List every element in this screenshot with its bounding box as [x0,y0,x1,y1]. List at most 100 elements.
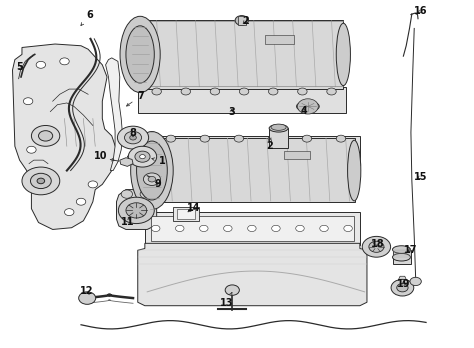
Circle shape [175,225,184,231]
Ellipse shape [120,16,160,93]
Polygon shape [120,158,133,166]
Polygon shape [12,44,117,229]
Text: 6: 6 [81,9,93,25]
Text: 7: 7 [127,91,144,106]
Circle shape [320,225,328,231]
Circle shape [140,155,146,159]
Circle shape [121,190,133,198]
Bar [269,128,288,148]
Ellipse shape [347,140,361,201]
Circle shape [344,225,352,231]
Circle shape [27,146,36,153]
Ellipse shape [336,23,350,86]
Text: 2: 2 [242,16,249,26]
Circle shape [181,88,191,95]
Ellipse shape [131,132,173,209]
Circle shape [79,292,96,304]
Bar [265,35,294,44]
Circle shape [235,16,248,25]
Ellipse shape [269,125,288,132]
Circle shape [200,135,210,142]
Bar [147,137,355,202]
Ellipse shape [392,253,410,261]
Circle shape [397,284,408,292]
Text: 16: 16 [414,6,427,16]
Bar [145,212,360,245]
Circle shape [302,135,312,142]
Circle shape [410,277,421,286]
Circle shape [298,99,318,114]
Circle shape [296,225,304,231]
Circle shape [64,209,74,216]
Ellipse shape [297,101,319,112]
Circle shape [336,135,346,142]
Text: 12: 12 [80,286,93,296]
Circle shape [148,176,156,182]
Circle shape [200,225,208,231]
Circle shape [369,241,384,252]
Ellipse shape [137,141,167,200]
Circle shape [272,225,280,231]
Bar [140,20,343,89]
Text: 5: 5 [16,62,23,72]
Circle shape [130,135,137,140]
Bar [176,209,195,219]
Circle shape [268,135,278,142]
Text: 4: 4 [301,106,308,116]
Text: 9: 9 [154,179,161,189]
Circle shape [30,173,51,189]
Circle shape [239,88,249,95]
Polygon shape [106,58,123,171]
Bar [393,250,411,264]
Circle shape [140,190,152,198]
Circle shape [118,197,155,223]
Text: 3: 3 [228,107,235,117]
Text: 14: 14 [187,203,201,213]
Text: 8: 8 [129,128,137,138]
Text: 17: 17 [404,245,418,254]
Circle shape [362,236,391,257]
Bar [173,207,199,221]
Circle shape [88,181,98,188]
Bar [284,151,310,159]
Circle shape [144,173,160,185]
Polygon shape [398,276,407,283]
Circle shape [118,126,149,149]
Text: 10: 10 [94,151,114,161]
Text: 2: 2 [266,138,273,151]
Circle shape [247,225,256,231]
Text: 18: 18 [371,239,384,250]
Text: 19: 19 [397,279,410,289]
Circle shape [135,151,150,162]
Circle shape [126,203,147,218]
Bar [138,87,346,113]
Circle shape [125,131,142,144]
Circle shape [36,61,46,68]
Ellipse shape [392,246,410,253]
Circle shape [38,130,53,141]
Circle shape [268,88,278,95]
Circle shape [31,126,60,146]
Circle shape [210,88,219,95]
Circle shape [152,225,160,231]
Ellipse shape [126,26,155,83]
Circle shape [128,146,156,167]
Bar [145,136,360,165]
Text: 13: 13 [220,292,233,308]
Circle shape [298,88,307,95]
Circle shape [60,58,69,65]
Bar [151,216,354,240]
Circle shape [152,88,161,95]
Polygon shape [117,190,156,229]
Circle shape [234,135,244,142]
Ellipse shape [271,124,286,130]
Text: 15: 15 [414,172,427,182]
Bar [238,16,246,25]
Circle shape [391,279,414,296]
Circle shape [23,98,33,105]
Text: 11: 11 [120,217,134,227]
Polygon shape [138,243,367,306]
Circle shape [37,178,45,184]
Polygon shape [128,152,140,161]
Circle shape [22,167,60,195]
